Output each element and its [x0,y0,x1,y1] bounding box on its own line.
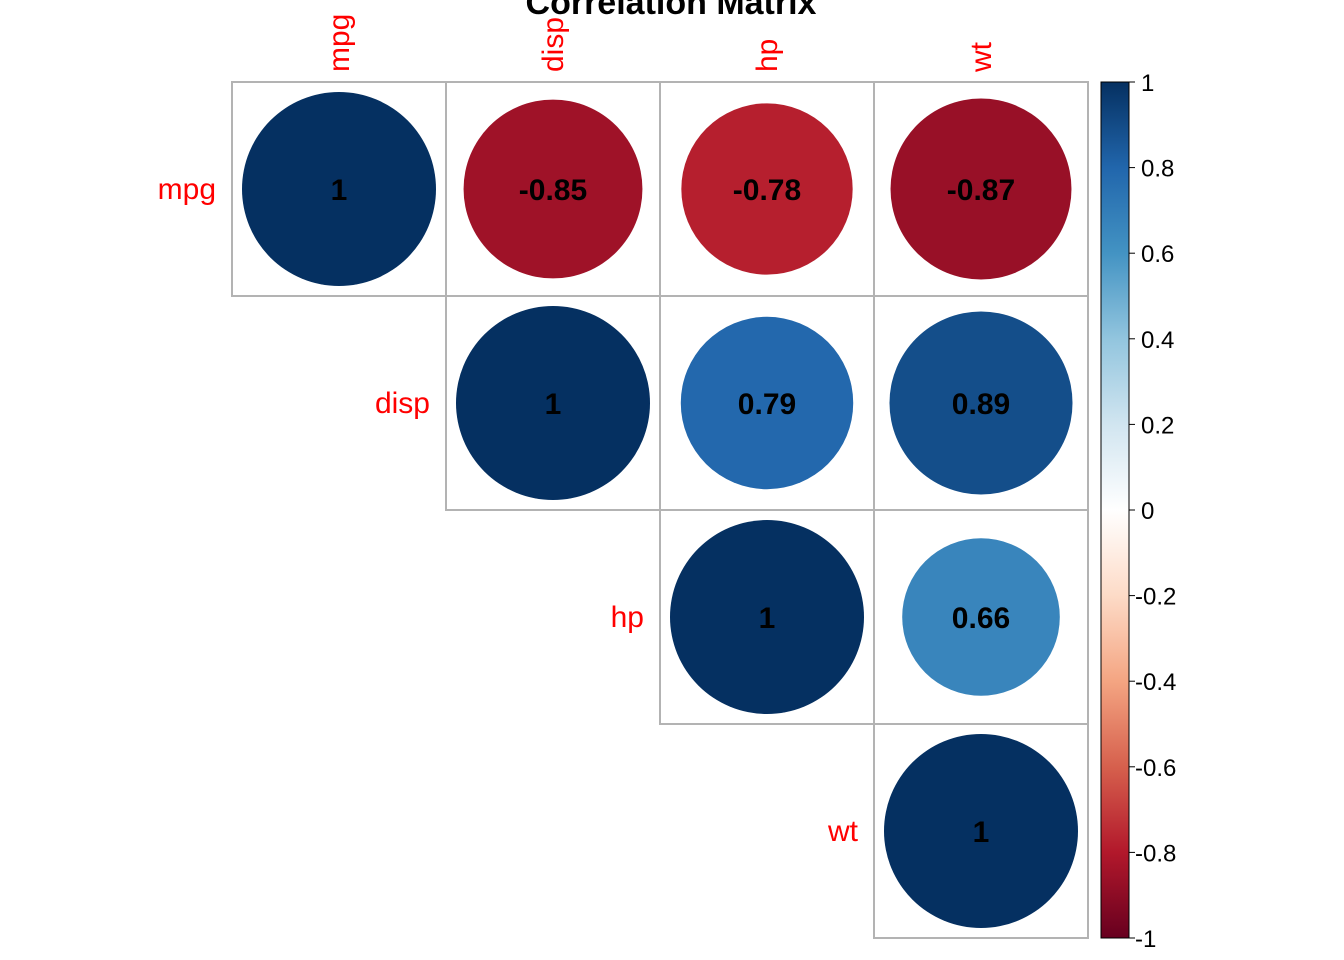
correlation-circle-wt-wt [884,734,1078,928]
correlation-circle-hp-hp [670,520,864,714]
color-legend-tick-label: 1 [1141,70,1154,97]
color-legend-tick-label: -0.4 [1135,669,1176,696]
correlation-value-mpg-disp: -0.85 [519,174,587,207]
column-label-hp: hp [751,39,784,72]
correlation-circle-disp-hp [680,316,854,490]
correlation-value-disp-wt: 0.89 [952,388,1010,421]
color-legend-tick-label: 0.8 [1141,156,1174,183]
correlation-circle-hp-wt [902,538,1060,696]
column-label-wt: wt [965,41,998,73]
correlation-value-mpg-wt: -0.87 [947,174,1015,207]
color-legend-tick-label: 0.2 [1141,412,1174,439]
column-label-mpg: mpg [323,14,356,72]
row-label-mpg: mpg [158,173,216,206]
color-legend-tick-label: 0.6 [1141,241,1174,268]
color-legend-tick-label: -0.6 [1135,755,1176,782]
correlation-value-disp-hp: 0.79 [738,388,796,421]
correlation-value-hp-wt: 0.66 [952,602,1010,635]
color-legend-tick-label: -0.8 [1135,840,1176,867]
chart-title: Correlation Matrix [526,0,817,22]
correlation-circle-disp-disp [456,306,650,500]
matrix-cells: 1 -0.85 -0.78 -0.87 1 0.79 0.89 1 0.66 1 [231,81,1089,939]
color-legend: 1 0.8 0.6 0.4 0.2 0 -0.2 -0.4 -0.6 -0.8 -1 [1100,70,1176,953]
column-labels: mpg disp hp wt [323,14,998,73]
row-labels: mpg disp hp wt [158,173,859,848]
grid-cell [873,723,1089,939]
correlation-circle-disp-wt [889,311,1073,495]
correlation-value-mpg-hp: -0.78 [733,174,801,207]
correlation-value-disp-disp: 1 [545,388,562,421]
correlation-value-mpg-mpg: 1 [331,174,348,207]
correlation-circle-mpg-wt [890,98,1072,280]
color-legend-tick-label: 0 [1141,498,1154,525]
color-legend-tick-label: -1 [1135,926,1156,953]
row-label-hp: hp [611,601,644,634]
row-label-wt: wt [827,815,859,848]
correlation-value-wt-wt: 1 [973,816,990,849]
correlation-circle-mpg-hp [681,103,853,275]
color-legend-bar [1100,81,1130,939]
correlation-circle-mpg-disp [463,99,643,279]
color-legend-tick-label: 0.4 [1141,327,1174,354]
correlation-value-hp-hp: 1 [759,602,776,635]
color-legend-tick-label: -0.2 [1135,584,1176,611]
row-label-disp: disp [375,387,430,420]
correlation-circle-mpg-mpg [242,92,436,286]
column-label-disp: disp [537,17,570,72]
